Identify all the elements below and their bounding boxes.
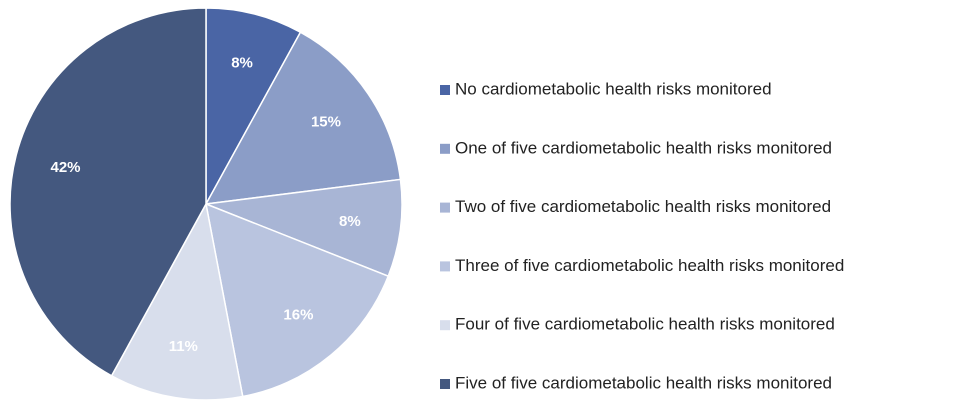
- legend-label: One of five cardiometabolic health risks…: [455, 138, 832, 157]
- slice-label: 8%: [339, 213, 361, 230]
- legend-label: Four of five cardiometabolic health risk…: [455, 315, 835, 334]
- pie-slice: [9, 7, 207, 377]
- pie-slice: [204, 31, 402, 205]
- legend-swatch: [440, 320, 450, 331]
- slice-label: 8%: [231, 54, 253, 71]
- slice-label: 16%: [283, 307, 313, 324]
- legend-label: Three of five cardiometabolic health ris…: [455, 256, 844, 275]
- legend-label: Two of five cardiometabolic health risks…: [455, 197, 831, 216]
- legend-swatch: [440, 261, 450, 272]
- legend-swatch: [440, 143, 450, 154]
- pie-slice: [205, 178, 403, 278]
- pie-slice: [205, 7, 302, 205]
- legend-label: Five of five cardiometabolic health risk…: [455, 373, 832, 392]
- slice-label: 42%: [51, 159, 81, 176]
- legend-swatch: [440, 202, 450, 213]
- legend-swatch: [440, 379, 450, 389]
- legend-label: No cardiometabolic health risks monitore…: [455, 79, 772, 98]
- pie-slice: [110, 201, 244, 401]
- legend-swatch: [440, 85, 450, 95]
- slice-label: 15%: [311, 113, 341, 130]
- pie-slice: [205, 202, 390, 398]
- slice-label: 11%: [169, 338, 198, 355]
